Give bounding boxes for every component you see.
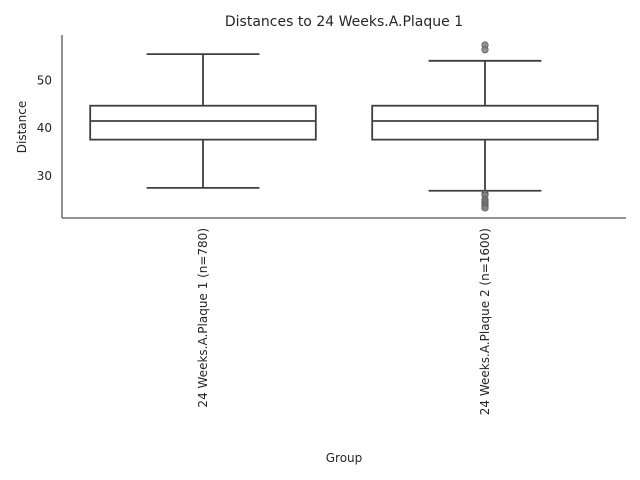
iqr-box [371, 104, 599, 141]
y-tick-label: 40 [37, 121, 52, 135]
x-tick-label: 24 Weeks.A.Plaque 1 (n=780) [196, 228, 210, 408]
outlier-point [481, 46, 489, 54]
y-tick-label: 50 [37, 73, 52, 87]
plot-area: 30 40 50 24 Weeks.A.Plaque 1 (n=780) 24 Week… [37, 35, 626, 415]
y-axis-label: Distance [15, 101, 29, 153]
chart-title: Distances to 24 Weeks.A.Plaque 1 [225, 14, 463, 30]
y-tick-label: 30 [37, 169, 52, 183]
outlier-point [481, 204, 489, 212]
x-axis-label: Group [326, 451, 363, 465]
x-tick-label: 24 Weeks.A.Plaque 2 (n=1600) [478, 228, 492, 415]
iqr-box [89, 104, 317, 141]
